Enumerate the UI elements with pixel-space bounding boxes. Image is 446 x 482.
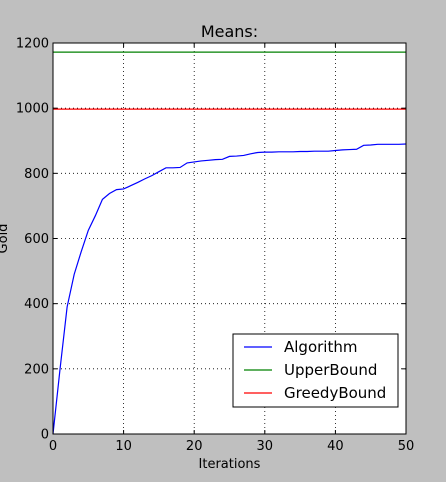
legend: Algorithm UpperBound GreedyBound [232, 333, 399, 408]
y-tick-label: 0 [41, 428, 49, 443]
y-tick-label: 200 [24, 362, 49, 377]
y-axis-label: Gold [0, 224, 11, 254]
axis-ticks [52, 42, 407, 435]
x-tick-label: 10 [115, 439, 132, 454]
chart-title: Means: [201, 22, 258, 41]
y-tick-label: 600 [24, 232, 49, 247]
legend-label-upperbound: UpperBound [284, 361, 377, 379]
x-tick-label: 40 [327, 439, 344, 454]
axis-tick-labels: 0 10 20 30 40 50 0 200 400 600 800 1000 1200 [16, 37, 414, 455]
y-tick-label: 800 [24, 167, 49, 182]
x-tick-label: 20 [186, 439, 203, 454]
legend-label-algorithm: Algorithm [284, 338, 357, 356]
y-tick-label: 1000 [16, 102, 49, 117]
x-axis-label: Iterations [199, 457, 261, 472]
x-tick-label: 50 [398, 439, 415, 454]
legend-label-greedybound: GreedyBound [284, 384, 386, 402]
y-tick-label: 1200 [16, 37, 49, 52]
series-line-algorithm [52, 143, 407, 435]
y-tick-label: 400 [24, 297, 49, 312]
x-tick-label: 0 [49, 439, 57, 454]
x-tick-label: 30 [257, 439, 274, 454]
series-lines [52, 51, 407, 435]
